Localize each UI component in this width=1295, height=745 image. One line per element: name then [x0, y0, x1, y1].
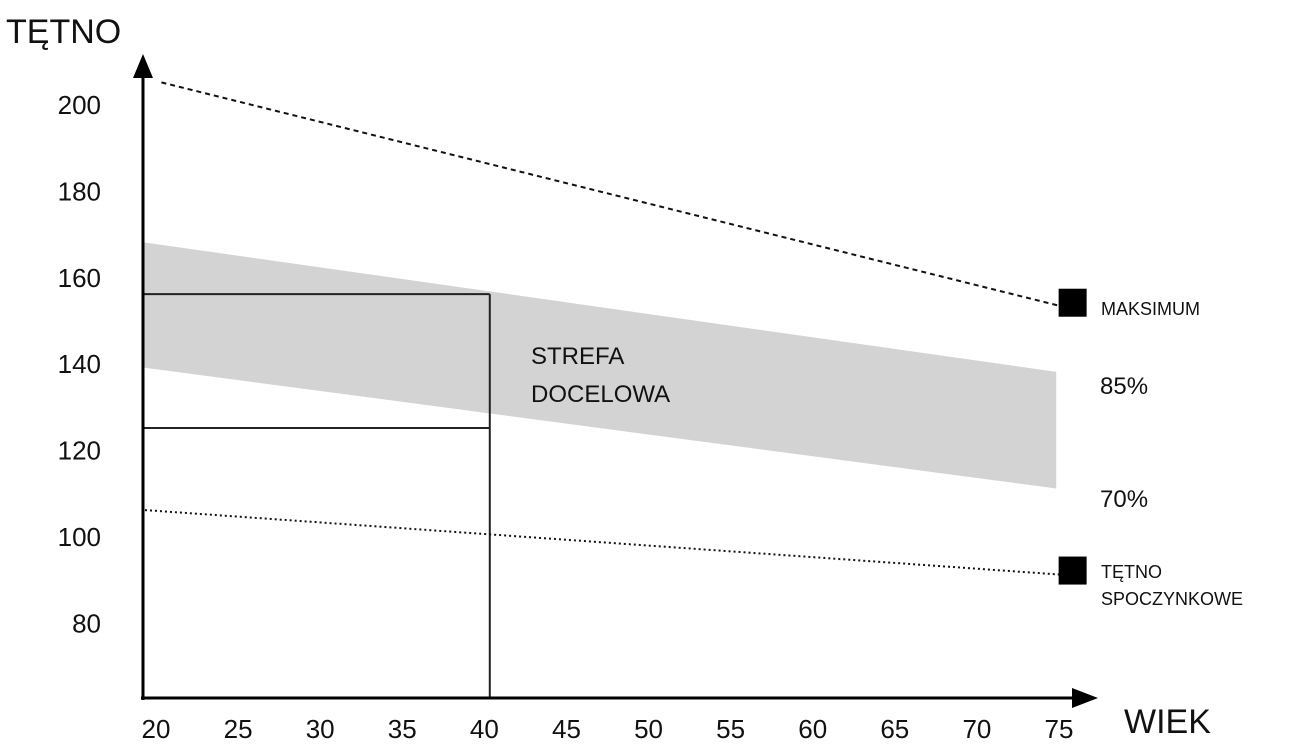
- x-tick-label: 30: [306, 714, 335, 744]
- y-tick-label: 160: [58, 263, 101, 293]
- y-tick-label: 120: [58, 436, 101, 466]
- label-85-percent: 85%: [1100, 373, 1148, 400]
- x-tick-label: 45: [552, 714, 581, 744]
- y-tick-labels: 200 180 160 140 120 100 80: [58, 90, 101, 638]
- label-maksimum: MAKSIMUM: [1101, 299, 1200, 319]
- example-lines-layer: [143, 293, 491, 698]
- x-tick-label: 55: [716, 714, 745, 744]
- x-tick-label: 35: [388, 714, 417, 744]
- x-tick-label: 20: [142, 714, 171, 744]
- x-tick-label: 70: [962, 714, 991, 744]
- legend-markers: [1058, 288, 1087, 585]
- y-axis-arrow: [133, 54, 153, 78]
- label-resting-line-1: TĘTNO: [1101, 562, 1162, 582]
- zone-label-line-2: DOCELOWA: [531, 381, 670, 408]
- x-tick-label: 75: [1045, 714, 1074, 744]
- x-tick-label: 25: [224, 714, 253, 744]
- target-zone-band: [143, 242, 1057, 489]
- x-axis-arrow: [1072, 688, 1098, 708]
- x-tick-label: 60: [798, 714, 827, 744]
- zone-label-line-1: STREFA: [531, 343, 624, 370]
- series-line-maksimum: [161, 81, 1065, 309]
- x-tick-labels: 20 25 30 35 40 45 50 55 60 65 70 75: [142, 714, 1074, 744]
- y-tick-label: 100: [58, 522, 101, 552]
- y-tick-label: 80: [72, 608, 101, 638]
- y-tick-label: 200: [58, 90, 101, 120]
- x-axis-title: WIEK: [1124, 703, 1211, 741]
- y-tick-label: 140: [58, 349, 101, 379]
- series-lines-layer: [144, 81, 1065, 576]
- x-tick-label: 50: [634, 714, 663, 744]
- label-resting-line-2: SPOCZYNKOWE: [1101, 589, 1243, 609]
- annotation-labels: STREFA DOCELOWA 85% 70% MAKSIMUM TĘTNO S…: [531, 299, 1243, 609]
- series-line-resting: [144, 509, 1065, 576]
- x-tick-label: 65: [880, 714, 909, 744]
- y-axis-title: TĘTNO: [6, 13, 121, 51]
- marker-resting: [1058, 556, 1087, 585]
- axes-layer: TĘTNO WIEK: [6, 13, 1211, 741]
- x-tick-label: 40: [470, 714, 499, 744]
- y-tick-label: 180: [58, 176, 101, 206]
- marker-maksimum: [1058, 288, 1087, 317]
- label-70-percent: 70%: [1100, 486, 1148, 513]
- target-zone-band-layer: [143, 242, 1057, 489]
